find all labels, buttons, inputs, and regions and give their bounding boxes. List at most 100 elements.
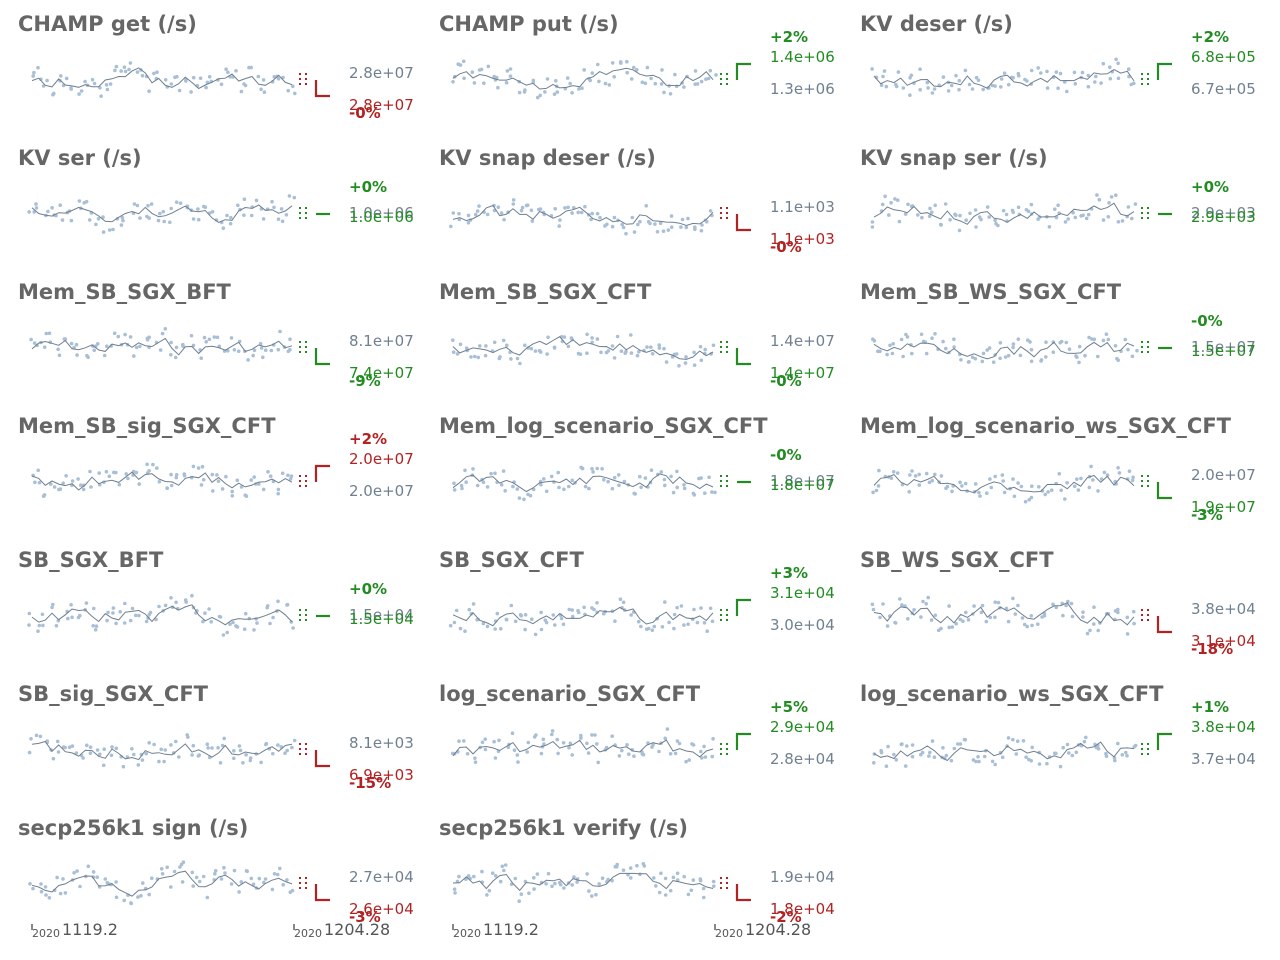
data-point [1116,610,1120,615]
data-point [196,466,201,470]
data-point [77,199,82,203]
data-point [1011,737,1015,742]
data-point [699,358,704,363]
data-point [1012,494,1017,499]
data-point [1135,348,1139,353]
data-point [918,88,922,92]
data-point [471,467,475,471]
data-point [1132,745,1137,749]
data-point [27,611,32,616]
data-point [236,203,240,208]
data-point [702,895,706,900]
data-point [109,753,114,758]
data-point [980,359,985,364]
data-point [527,891,531,895]
data-point [952,746,957,751]
data-point [534,733,538,737]
data-point [1056,86,1060,90]
data-point [668,888,673,893]
data-point [667,620,671,625]
data-point [1025,79,1029,83]
data-point [692,493,697,497]
chart-title: Mem_SB_sig_SGX_CFT [18,414,276,438]
data-point [194,875,199,880]
chart-title: SB_SGX_BFT [18,548,164,572]
data-point [84,601,89,605]
data-point [1076,488,1081,492]
data-point [49,482,53,486]
data-point [669,474,673,479]
data-point [693,227,697,232]
data-point [903,212,908,216]
data-point [289,620,294,624]
data-point [169,483,174,488]
data-point [473,354,477,359]
data-point [645,65,650,70]
data-point [1106,337,1111,342]
data-point [1096,628,1100,633]
data-point [906,617,910,621]
data-point [542,477,546,481]
data-point [47,896,52,900]
latest-value-label: 3.1e+04 [1191,632,1256,650]
data-point [950,625,955,629]
data-point [224,474,228,479]
data-point [675,469,679,474]
data-point [1072,70,1077,75]
data-point [984,619,989,624]
data-point [490,871,495,875]
data-point [1063,497,1067,501]
data-point [598,215,602,220]
data-point [64,76,69,81]
data-point [659,470,664,474]
data-point [204,85,208,90]
data-point [1006,736,1011,740]
data-point [899,742,904,747]
data-point [932,87,937,91]
data-point [669,225,674,229]
data-point [590,733,594,737]
chart-title: secp256k1 verify (/s) [439,816,688,840]
data-point [1006,82,1011,87]
data-point [242,82,246,86]
data-point [147,469,151,473]
data-point [207,337,212,342]
data-point [519,892,524,896]
chart-panel: KV snap deser (/s) 1.1e+03 1.1e+03 -0% [421,134,841,268]
data-point [899,337,904,342]
data-point [575,880,579,884]
data-point [684,355,688,359]
chart-panel: SB_SGX_CFT 3.0e+04 3.1e+04 +3% [421,536,841,670]
data-point [535,95,540,100]
baseline-value-label: 2.8e+07 [349,64,414,82]
data-point [151,462,155,467]
data-point [157,759,161,764]
sparkline-chart: 2.7e+042.6e+04-3%2020 1119.2 2020 1204.28 [28,860,414,940]
data-point [557,224,561,228]
chart-title: log_scenario_ws_SGX_CFT [860,682,1164,706]
chart-title: Mem_SB_SGX_BFT [18,280,231,304]
data-point [42,345,47,349]
data-point [1114,193,1118,197]
data-point [966,618,971,622]
data-point [639,485,643,490]
percent-change-label: +2% [770,28,808,46]
data-point [624,231,628,236]
data-point [466,874,471,878]
data-point [160,872,165,876]
data-point [515,356,520,361]
data-point [901,354,905,359]
data-point [653,81,658,86]
data-point [1020,616,1025,620]
data-point [229,215,233,220]
data-point [106,610,110,615]
data-point [993,615,997,620]
data-point [1015,739,1020,743]
data-point [246,358,250,362]
data-point [629,77,634,81]
data-point [484,344,488,348]
data-point [650,352,655,356]
data-point [36,468,40,473]
data-point [276,487,281,492]
data-point [544,882,548,886]
